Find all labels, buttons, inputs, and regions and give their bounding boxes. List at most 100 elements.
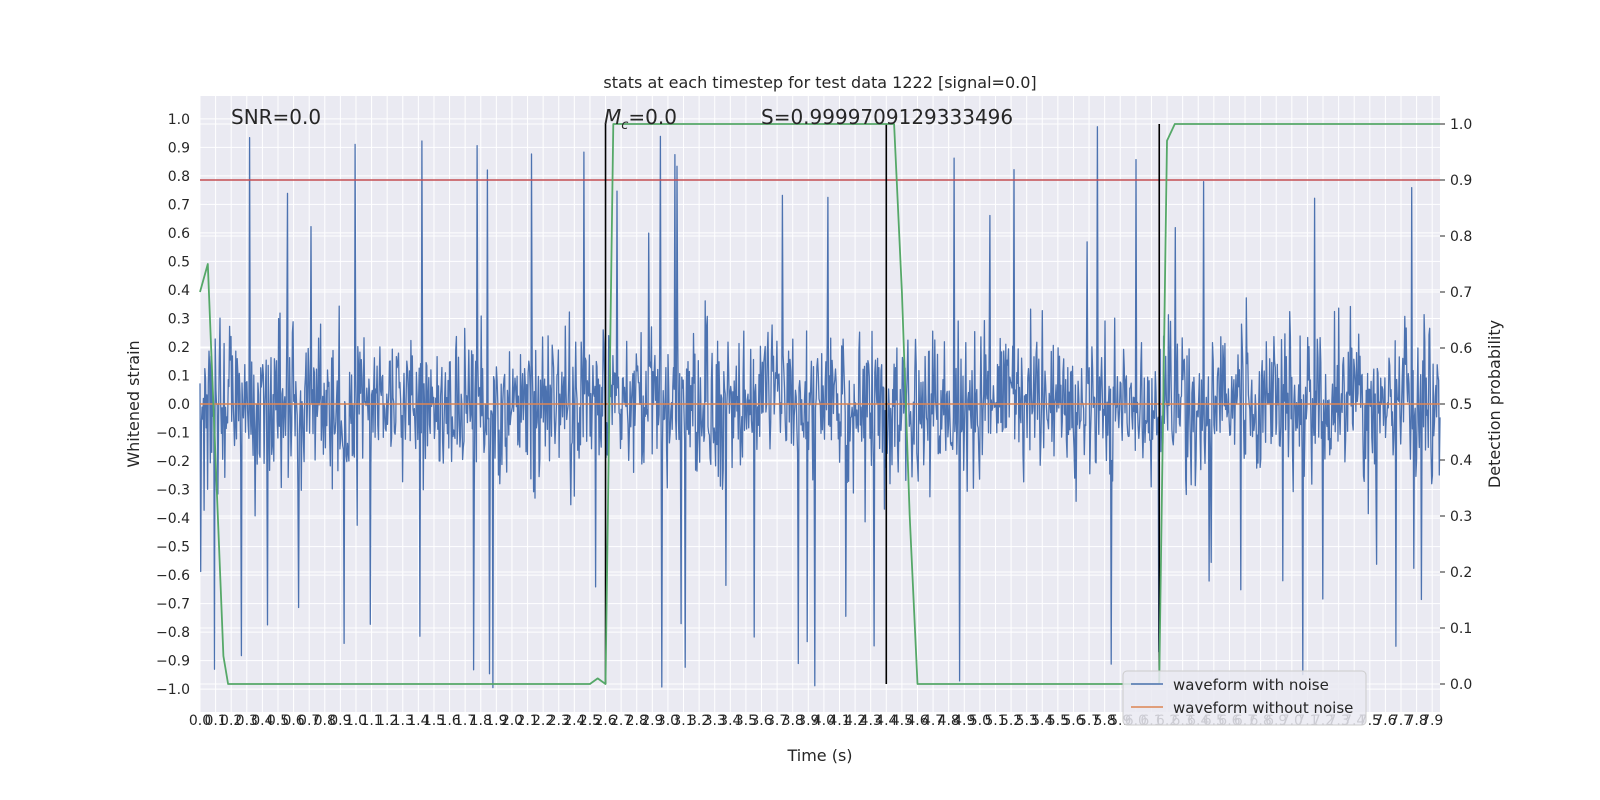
x-tick-label: 3.0 [657, 713, 679, 729]
chart-title: stats at each timestep for test data 122… [603, 73, 1036, 92]
x-axis-label: Time (s) [786, 746, 852, 765]
y2-tick-label: 0.0 [1450, 677, 1472, 693]
y-tick-label: 1.0 [168, 112, 190, 128]
y-tick-label: −0.1 [156, 426, 190, 442]
x-tick-label: 5.1 [984, 713, 1006, 729]
overlays [199, 123, 1440, 685]
x-tick-label: 0.9 [329, 713, 351, 729]
x-tick-label: 0.2 [220, 713, 242, 729]
y2-tick-label: 1.0 [1450, 117, 1472, 133]
y-tick-label: −0.9 [156, 654, 190, 670]
y-tick-label: 0.7 [168, 197, 190, 213]
y-tick-label: 0.1 [168, 368, 190, 384]
x-tick-label: 2.8 [626, 713, 648, 729]
x-tick-label: 1.0 [345, 713, 367, 729]
x-tick-label: 0.3 [236, 713, 258, 729]
x-tick-label: 4.3 [860, 713, 882, 729]
y-tick-label: −0.4 [156, 511, 190, 527]
x-tick-label: 3.8 [782, 713, 804, 729]
x-tick-label: 3.6 [750, 713, 772, 729]
x-tick-label: 4.7 [922, 713, 944, 729]
chirp-mass-annotation: Mc=0.0 [604, 105, 677, 133]
y-tick-label: −0.5 [156, 540, 190, 556]
y2-tick-label: 0.5 [1450, 397, 1472, 413]
x-tick-label: 7.8 [1405, 713, 1427, 729]
y2-tick-label: 0.6 [1450, 341, 1472, 357]
x-tick-label: 2.4 [563, 713, 585, 729]
x-tick-label: 1.9 [485, 713, 507, 729]
y-tick-label: 0.2 [168, 340, 190, 356]
x-tick-label: 3.1 [672, 713, 694, 729]
x-tick-label: 4.9 [953, 713, 975, 729]
y-tick-label: 0.8 [168, 169, 190, 185]
x-tick-label: 1.4 [407, 713, 429, 729]
x-tick-label: 4.1 [828, 713, 850, 729]
x-tick-label: 0.5 [267, 713, 289, 729]
x-tick-label: 0.1 [204, 713, 226, 729]
x-tick-label: 2.7 [610, 713, 632, 729]
x-tick-label: 2.0 [501, 713, 523, 729]
x-tick-label: 4.0 [813, 713, 835, 729]
x-tick-label: 4.4 [875, 713, 897, 729]
y-tick-label: 0.3 [168, 311, 190, 327]
x-tick-label: 0.7 [298, 713, 320, 729]
x-tick-label: 4.6 [906, 713, 928, 729]
x-tick-label: 1.5 [423, 713, 445, 729]
legend-label-noise: waveform with noise [1173, 676, 1329, 694]
chirp-mass-subscript: c [621, 118, 628, 133]
chirp-mass-value: =0.0 [628, 105, 677, 129]
x-tick-label: 5.8 [1094, 713, 1116, 729]
x-tick-label: 0.0 [189, 713, 211, 729]
x-tick-label: 5.3 [1016, 713, 1038, 729]
x-tick-label: 2.6 [594, 713, 616, 729]
y-tick-labels: −1.0 −0.9 −0.8 −0.7 −0.6 −0.5 −0.4 −0.3 −0.2 −0.1… [156, 112, 190, 698]
y2-axis-label: Detection probability [1485, 320, 1504, 488]
x-tick-label: 2.5 [579, 713, 601, 729]
x-tick-label: 2.1 [516, 713, 538, 729]
y-tick-label: 0.4 [168, 283, 190, 299]
x-tick-label: 1.7 [454, 713, 476, 729]
y-tick-label: −0.3 [156, 483, 190, 499]
y-tick-label: 0.0 [168, 397, 190, 413]
x-tick-label: 2.2 [532, 713, 554, 729]
y2-tick-label: 0.1 [1450, 621, 1472, 637]
y-tick-label: 0.9 [168, 140, 190, 156]
y-tick-label: 0.5 [168, 254, 190, 270]
snr-annotation: SNR=0.0 [231, 105, 321, 129]
x-tick-label: 1.1 [360, 713, 382, 729]
y2-tick-label: 0.9 [1450, 173, 1472, 189]
y-tick-label: −0.8 [156, 625, 190, 641]
x-tick-label: 0.8 [314, 713, 336, 729]
x-tick-label: 2.3 [548, 713, 570, 729]
x-tick-label: 3.2 [688, 713, 710, 729]
y-tick-label: −0.7 [156, 597, 190, 613]
x-tick-label: 1.2 [376, 713, 398, 729]
legend-box [1122, 670, 1367, 726]
x-tick-label: 7.6 [1374, 713, 1396, 729]
x-tick-label: 2.9 [641, 713, 663, 729]
x-tick-label: 1.6 [438, 713, 460, 729]
y2-tick-label: 0.4 [1450, 453, 1472, 469]
x-tick-label: 7.7 [1390, 713, 1412, 729]
x-tick-label: 3.3 [704, 713, 726, 729]
x-tick-label: 1.8 [470, 713, 492, 729]
x-tick-label: 5.2 [1000, 713, 1022, 729]
x-tick-label: 3.5 [735, 713, 757, 729]
legend-label-clean: waveform without noise [1173, 699, 1353, 717]
y-tick-label: 0.6 [168, 226, 190, 242]
y2-tick-label: 0.8 [1450, 229, 1472, 245]
x-tick-label: 3.9 [797, 713, 819, 729]
x-tick-label: 0.4 [251, 713, 273, 729]
x-tick-label: 1.3 [392, 713, 414, 729]
chirp-mass-symbol: M [604, 105, 621, 129]
y2-tick-label: 0.3 [1450, 509, 1472, 525]
x-tick-label: 4.5 [891, 713, 913, 729]
x-tick-label: 4.8 [938, 713, 960, 729]
y-tick-label: −1.0 [156, 682, 190, 698]
y-tick-label: −0.6 [156, 568, 190, 584]
x-tick-label: 7.9 [1421, 713, 1443, 729]
y-axis-label: Whitened strain [124, 340, 143, 467]
x-tick-label: 5.7 [1078, 713, 1100, 729]
x-tick-label: 5.4 [1031, 713, 1053, 729]
